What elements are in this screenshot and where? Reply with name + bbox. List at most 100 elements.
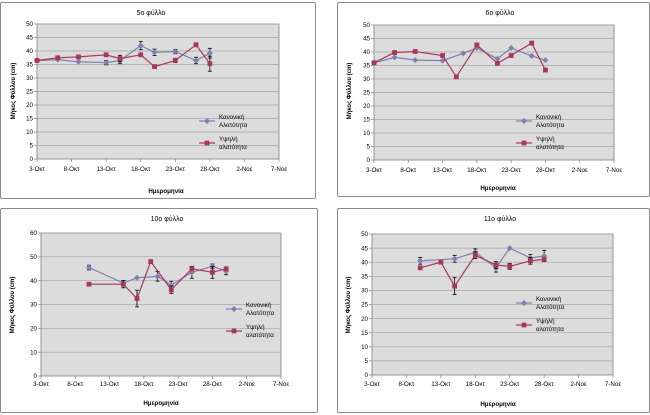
- data-point-high: [412, 49, 418, 54]
- data-point-normal: [137, 42, 144, 49]
- series-line-normal: [36, 44, 211, 64]
- y-tick-label: 50: [26, 21, 33, 28]
- data-point-high: [223, 266, 229, 272]
- y-tick-label: 30: [361, 288, 368, 295]
- data-point-high: [440, 53, 445, 58]
- y-axis-title: Μήκος Φύλλου (cm): [346, 277, 352, 334]
- data-point-normal: [75, 58, 82, 65]
- x-tick-label: 3-Οκτ: [33, 381, 49, 388]
- x-tick-label: 18-Οκτ: [467, 167, 487, 174]
- y-tick-label: 25: [363, 90, 370, 97]
- y-tick-label: 0: [367, 157, 371, 164]
- y-tick-label: 45: [361, 245, 368, 252]
- series-line-high: [420, 254, 545, 288]
- x-axis-title: Ημερομηνία: [148, 188, 184, 195]
- x-tick-label: 23-Οκτ: [501, 167, 521, 174]
- data-point-high: [527, 258, 533, 264]
- y-tick-label: 5: [367, 144, 371, 151]
- series-line-high: [36, 43, 211, 68]
- y-tick-label: 15: [361, 330, 368, 337]
- data-point-normal: [154, 273, 161, 280]
- data-point-high: [371, 60, 377, 66]
- data-point-high: [148, 259, 154, 264]
- y-tick-label: 10: [363, 130, 370, 137]
- legend-label: Κανονική: [536, 114, 562, 121]
- y-tick-label: 35: [363, 63, 370, 70]
- legend-label: αλατότητα: [219, 144, 247, 151]
- legend-label: Υψηλή: [536, 136, 555, 143]
- legend-label: αλατότητα: [536, 144, 564, 151]
- y-tick-label: 40: [26, 48, 33, 55]
- chart-panel-leaf-10: 10ο φύλλο 0 10 20 30 40 50 60 3-Οκτ 8-Οκτ 13-Οκτ 18…: [0, 208, 318, 413]
- x-tick-label: 23-Οκτ: [500, 381, 520, 388]
- y-tick-label: 0: [30, 156, 34, 163]
- x-tick-label: 8-Οκτ: [398, 381, 414, 388]
- chart-title: 11ο φύλλο: [484, 215, 516, 223]
- legend-label: Κανονική: [536, 296, 562, 303]
- data-point-high: [529, 40, 535, 46]
- y-tick-label: 10: [30, 349, 37, 356]
- data-point-normal: [134, 274, 140, 281]
- data-point-normal: [542, 57, 549, 64]
- x-tick-label: 18-Οκτ: [134, 381, 154, 388]
- x-tick-label: 2-Νοε: [236, 166, 252, 173]
- chart-svg-leaf-10: 10ο φύλλο 0 10 20 30 40 50 60 3-Οκτ 8-Οκτ 13-Οκτ 18…: [10, 215, 289, 407]
- y-tick-label: 15: [363, 117, 370, 124]
- legend-label: Υψηλή: [536, 318, 555, 325]
- data-point-high: [207, 61, 213, 67]
- data-point-normal: [391, 54, 398, 61]
- chart-panel-leaf-11: 11ο φύλλο 0 5 10 15 20 25 30 35 40 45 50 3-Οκτ 8-Οκτ 1…: [337, 208, 650, 413]
- legend-label: Κανονική: [246, 302, 272, 309]
- x-tick-label: 13-Οκτ: [431, 381, 451, 388]
- data-point-normal: [451, 255, 458, 262]
- legend-label: αλατότητα: [536, 326, 564, 333]
- y-tick-label: 5: [365, 358, 369, 365]
- x-tick-label: 13-Οκτ: [433, 167, 453, 174]
- legend-marker: [521, 140, 527, 146]
- legend-marker: [204, 118, 210, 124]
- data-point-high: [76, 54, 81, 60]
- x-tick-label: 28-Οκτ: [203, 381, 223, 388]
- y-tick-label: 10: [26, 129, 33, 136]
- data-point-normal: [508, 44, 515, 51]
- legend-marker: [521, 322, 527, 328]
- data-point-high: [452, 283, 458, 289]
- chart-title: 6ο φύλλο: [486, 9, 515, 17]
- x-tick-label: 8-Οκτ: [64, 166, 80, 173]
- data-point-high: [168, 287, 174, 293]
- y-tick-label: 45: [26, 35, 33, 42]
- data-point-high: [193, 42, 199, 48]
- x-tick-label: 13-Οκτ: [100, 381, 120, 388]
- legend-label: αλατότητα: [246, 332, 274, 339]
- legend-label: Κανονική: [219, 114, 245, 121]
- data-point-normal: [417, 257, 424, 264]
- y-tick-label: 50: [363, 22, 370, 29]
- data-point-high: [453, 74, 459, 80]
- x-tick-label: 18-Οκτ: [466, 381, 486, 388]
- x-tick-label: 2-Νοε: [239, 381, 255, 388]
- legend-marker: [204, 140, 210, 146]
- data-point-high: [34, 58, 40, 63]
- legend-label: Υψηλή: [219, 136, 238, 143]
- x-tick-label: 18-Οκτ: [131, 166, 151, 173]
- y-tick-label: 25: [26, 89, 33, 96]
- data-point-high: [138, 52, 144, 58]
- y-axis-title: Μήκος Φύλλου (cm): [347, 63, 353, 120]
- y-tick-label: 30: [363, 76, 370, 83]
- legend-marker: [231, 328, 237, 334]
- legend-label: Υψηλή: [246, 324, 265, 331]
- data-point-high: [117, 56, 123, 61]
- x-tick-label: 28-Οκτ: [200, 166, 220, 173]
- y-tick-label: 30: [26, 75, 33, 82]
- x-axis-title: Ημερομηνία: [143, 400, 179, 407]
- legend-label: Αλατότητα: [536, 304, 565, 311]
- data-point-normal: [460, 50, 467, 57]
- x-tick-label: 3-Οκτ: [29, 166, 45, 173]
- data-point-normal: [494, 55, 501, 62]
- data-point-high: [543, 67, 548, 73]
- x-tick-label: 28-Οκτ: [534, 381, 554, 388]
- data-point-high: [103, 52, 109, 58]
- y-tick-label: 45: [363, 36, 370, 43]
- x-tick-label: 23-Οκτ: [168, 381, 188, 388]
- y-tick-label: 40: [363, 49, 370, 56]
